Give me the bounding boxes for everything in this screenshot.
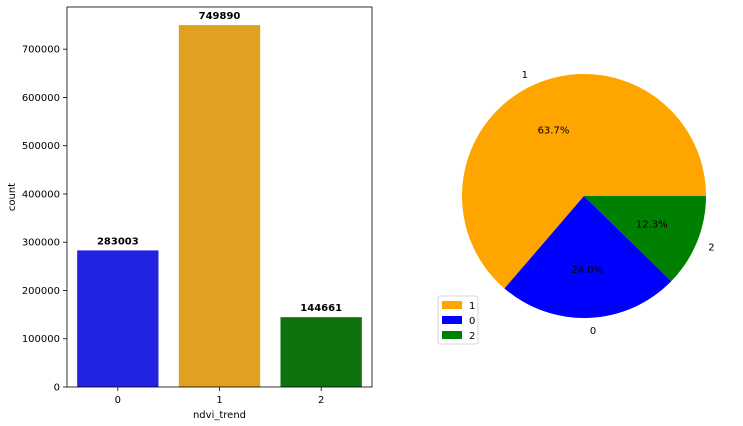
y-tick-label: 0 xyxy=(54,383,60,394)
pie-slice-1 xyxy=(461,73,706,289)
pie-pct-label-1: 63.7% xyxy=(538,125,570,136)
pie-label-2: 2 xyxy=(708,243,714,254)
bar-1 xyxy=(178,25,261,388)
legend-swatch-1 xyxy=(442,301,462,309)
legend-swatch-0 xyxy=(442,316,462,324)
y-tick-label: 500000 xyxy=(22,141,60,152)
legend-label-1: 1 xyxy=(469,301,475,312)
plot-frame xyxy=(66,6,373,388)
x-tick-label-2: 2 xyxy=(318,395,324,406)
legend-label-0: 0 xyxy=(469,316,475,327)
pie-pct-label-0: 24.0% xyxy=(571,265,603,276)
bar-chart: 283003 0 749890 1 144661 2 0 100000 200000 300000… xyxy=(7,6,373,421)
y-tick-label: 600000 xyxy=(22,93,60,104)
x-tick-label-1: 1 xyxy=(216,395,222,406)
pie-chart: 1 63.7% 0 24.0% 2 12.3% 1 0 2 xyxy=(437,70,715,345)
bar-value-label-1: 749890 xyxy=(199,11,241,22)
x-axis-label: ndvi_trend xyxy=(193,410,246,421)
x-tick-label-0: 0 xyxy=(115,395,121,406)
pie-label-0: 0 xyxy=(590,326,596,337)
y-tick-label: 200000 xyxy=(22,286,60,297)
y-tick-label: 100000 xyxy=(22,334,60,345)
bar-2 xyxy=(280,317,362,387)
y-tick-label: 400000 xyxy=(22,189,60,200)
pie-pct-label-2: 12.3% xyxy=(636,220,668,231)
pie-slice-0 xyxy=(504,196,672,318)
pie-legend: 1 0 2 xyxy=(437,295,479,345)
legend-label-2: 2 xyxy=(469,331,475,342)
y-tick-label: 700000 xyxy=(22,45,60,56)
bar-value-label-2: 144661 xyxy=(300,303,342,314)
bar-value-label-0: 283003 xyxy=(97,236,139,247)
bar-0 xyxy=(77,250,159,387)
pie-label-1: 1 xyxy=(522,70,528,81)
y-axis-label: count xyxy=(7,183,18,211)
pie-slice-2 xyxy=(584,196,706,282)
y-tick-label: 300000 xyxy=(22,238,60,249)
legend-swatch-2 xyxy=(442,331,462,339)
